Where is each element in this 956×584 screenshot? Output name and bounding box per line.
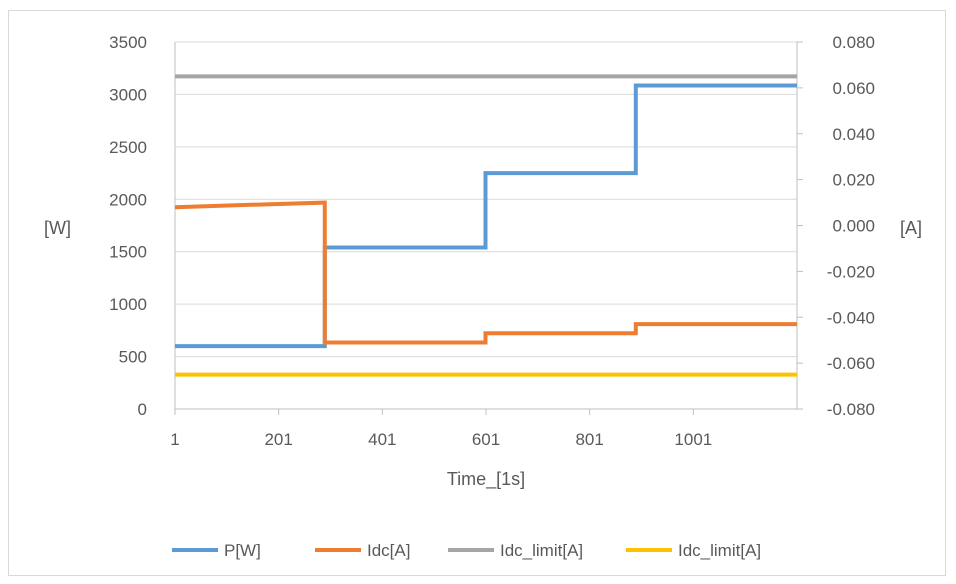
- gridlines: [175, 41, 797, 358]
- legend-label: P[W]: [224, 541, 261, 560]
- x-tick-label: 601: [472, 430, 500, 449]
- legend: P[W] Idc[A] Idc_limit[A] Idc_limit[A]: [172, 541, 761, 560]
- y-left-tick-label: 3000: [109, 85, 147, 104]
- series-lines: [174, 74, 797, 377]
- right-axis-ticks: -0.080 -0.060 -0.040 -0.020 0.000 0.020 0.040 0…: [797, 33, 875, 419]
- y-right-tick-label: 0.040: [832, 125, 875, 144]
- y-right-tick-label: -0.080: [827, 400, 875, 419]
- y-right-tick-label: 0.020: [832, 171, 875, 190]
- legend-label: Idc[A]: [367, 541, 410, 560]
- y-right-tick-label: -0.040: [827, 308, 875, 327]
- left-axis-ticks: 0 500 1000 1500 2000 2500 3000 3500: [109, 33, 147, 419]
- x-axis-ticks: 1 201 401 601 801 1001: [170, 409, 712, 449]
- x-tick-label: 1: [170, 430, 179, 449]
- chart-frame: [8, 10, 946, 576]
- y-right-tick-label: 0.080: [832, 33, 875, 52]
- y-left-tick-label: 2000: [109, 190, 147, 209]
- x-tick-label: 401: [368, 430, 396, 449]
- x-axis-title: Time_[1s]: [447, 469, 525, 490]
- y-left-tick-label: 500: [119, 348, 147, 367]
- y-left-tick-label: 0: [138, 400, 147, 419]
- y-left-tick-label: 2500: [109, 138, 147, 157]
- y-axis-right-title: [A]: [900, 218, 922, 238]
- x-tick-label: 801: [575, 430, 603, 449]
- x-tick-label: 1001: [674, 430, 712, 449]
- series-line-1: [175, 83, 797, 349]
- y-right-tick-label: -0.060: [827, 354, 875, 373]
- legend-label: Idc_limit[A]: [678, 541, 761, 560]
- x-tick-label: 201: [264, 430, 292, 449]
- y-right-tick-label: -0.020: [827, 262, 875, 281]
- y-right-tick-label: 0.060: [832, 79, 875, 98]
- y-right-tick-label: 0.000: [832, 217, 875, 236]
- y-left-tick-label: 3500: [109, 33, 147, 52]
- y-left-tick-label: 1000: [109, 295, 147, 314]
- y-axis-left-title: [W]: [44, 218, 71, 238]
- y-left-tick-label: 1500: [109, 243, 147, 262]
- legend-label: Idc_limit[A]: [500, 541, 583, 560]
- series-line-2: [174, 200, 797, 345]
